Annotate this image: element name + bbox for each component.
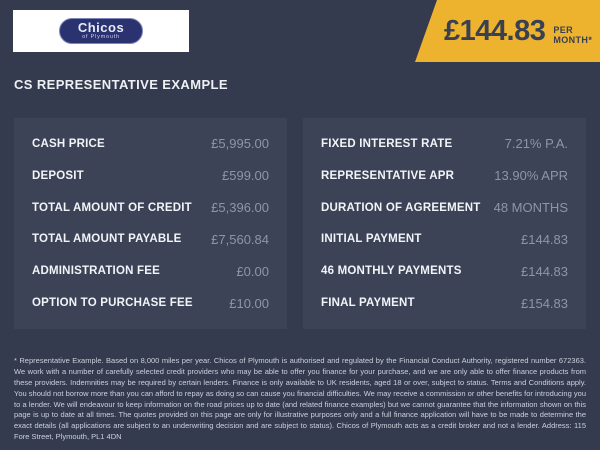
dealer-logo-subtitle: of Plymouth [82, 34, 120, 41]
finance-label: FIXED INTEREST RATE [321, 137, 453, 150]
finance-row: ADMINISTRATION FEE £0.00 [32, 264, 269, 279]
monthly-price-amount: £144.83 [444, 14, 546, 47]
finance-value: £144.83 [521, 263, 568, 279]
finance-row: INITIAL PAYMENT £144.83 [321, 232, 568, 247]
finance-label: CASH PRICE [32, 137, 105, 150]
finance-row: FIXED INTEREST RATE 7.21% P.A. [321, 136, 568, 151]
finance-value: £5,396.00 [211, 200, 269, 216]
finance-row: FINAL PAYMENT £154.83 [321, 296, 568, 311]
finance-row: REPRESENTATIVE APR 13.90% APR [321, 168, 568, 183]
finance-panel-left: CASH PRICE £5,995.00 DEPOSIT £599.00 TOT… [14, 118, 287, 329]
finance-row: TOTAL AMOUNT PAYABLE £7,560.84 [32, 232, 269, 247]
finance-value: £0.00 [236, 263, 269, 279]
finance-label: FINAL PAYMENT [321, 297, 415, 310]
section-title: CS REPRESENTATIVE EXAMPLE [14, 77, 228, 92]
finance-value: £154.83 [521, 295, 568, 311]
finance-row: TOTAL AMOUNT OF CREDIT £5,396.00 [32, 200, 269, 215]
finance-label: TOTAL AMOUNT PAYABLE [32, 233, 182, 246]
finance-label: DURATION OF AGREEMENT [321, 201, 481, 214]
finance-row: DURATION OF AGREEMENT 48 MONTHS [321, 200, 568, 215]
finance-value: £10.00 [229, 295, 269, 311]
finance-label: 46 MONTHLY PAYMENTS [321, 265, 462, 278]
finance-value: £5,995.00 [211, 136, 269, 152]
finance-label: REPRESENTATIVE APR [321, 169, 455, 182]
finance-label: TOTAL AMOUNT OF CREDIT [32, 201, 192, 214]
finance-label: DEPOSIT [32, 169, 84, 182]
finance-panel-right: FIXED INTEREST RATE 7.21% P.A. REPRESENT… [303, 118, 586, 329]
finance-row: OPTION TO PURCHASE FEE £10.00 [32, 296, 269, 311]
monthly-price-banner: £144.83 PER MONTH* [415, 0, 600, 62]
finance-value: £599.00 [222, 168, 269, 184]
finance-row: DEPOSIT £599.00 [32, 168, 269, 183]
finance-value: 48 MONTHS [493, 200, 568, 216]
finance-label: INITIAL PAYMENT [321, 233, 422, 246]
finance-label: ADMINISTRATION FEE [32, 265, 160, 278]
finance-row: CASH PRICE £5,995.00 [32, 136, 269, 151]
finance-label: OPTION TO PURCHASE FEE [32, 297, 193, 310]
monthly-price-period: PER MONTH* [553, 25, 593, 45]
finance-value: £7,560.84 [211, 231, 269, 247]
finance-value: £144.83 [521, 231, 568, 247]
dealer-logo-brand: Chicos [77, 20, 125, 36]
finance-value: 13.90% APR [494, 168, 568, 184]
finance-row: 46 MONTHLY PAYMENTS £144.83 [321, 264, 568, 279]
dealer-logo: Chicos of Plymouth [13, 10, 189, 52]
dealer-logo-badge: Chicos of Plymouth [59, 18, 143, 44]
disclaimer-text: * Representative Example. Based on 8,000… [14, 356, 586, 442]
finance-value: 7.21% P.A. [504, 136, 568, 152]
